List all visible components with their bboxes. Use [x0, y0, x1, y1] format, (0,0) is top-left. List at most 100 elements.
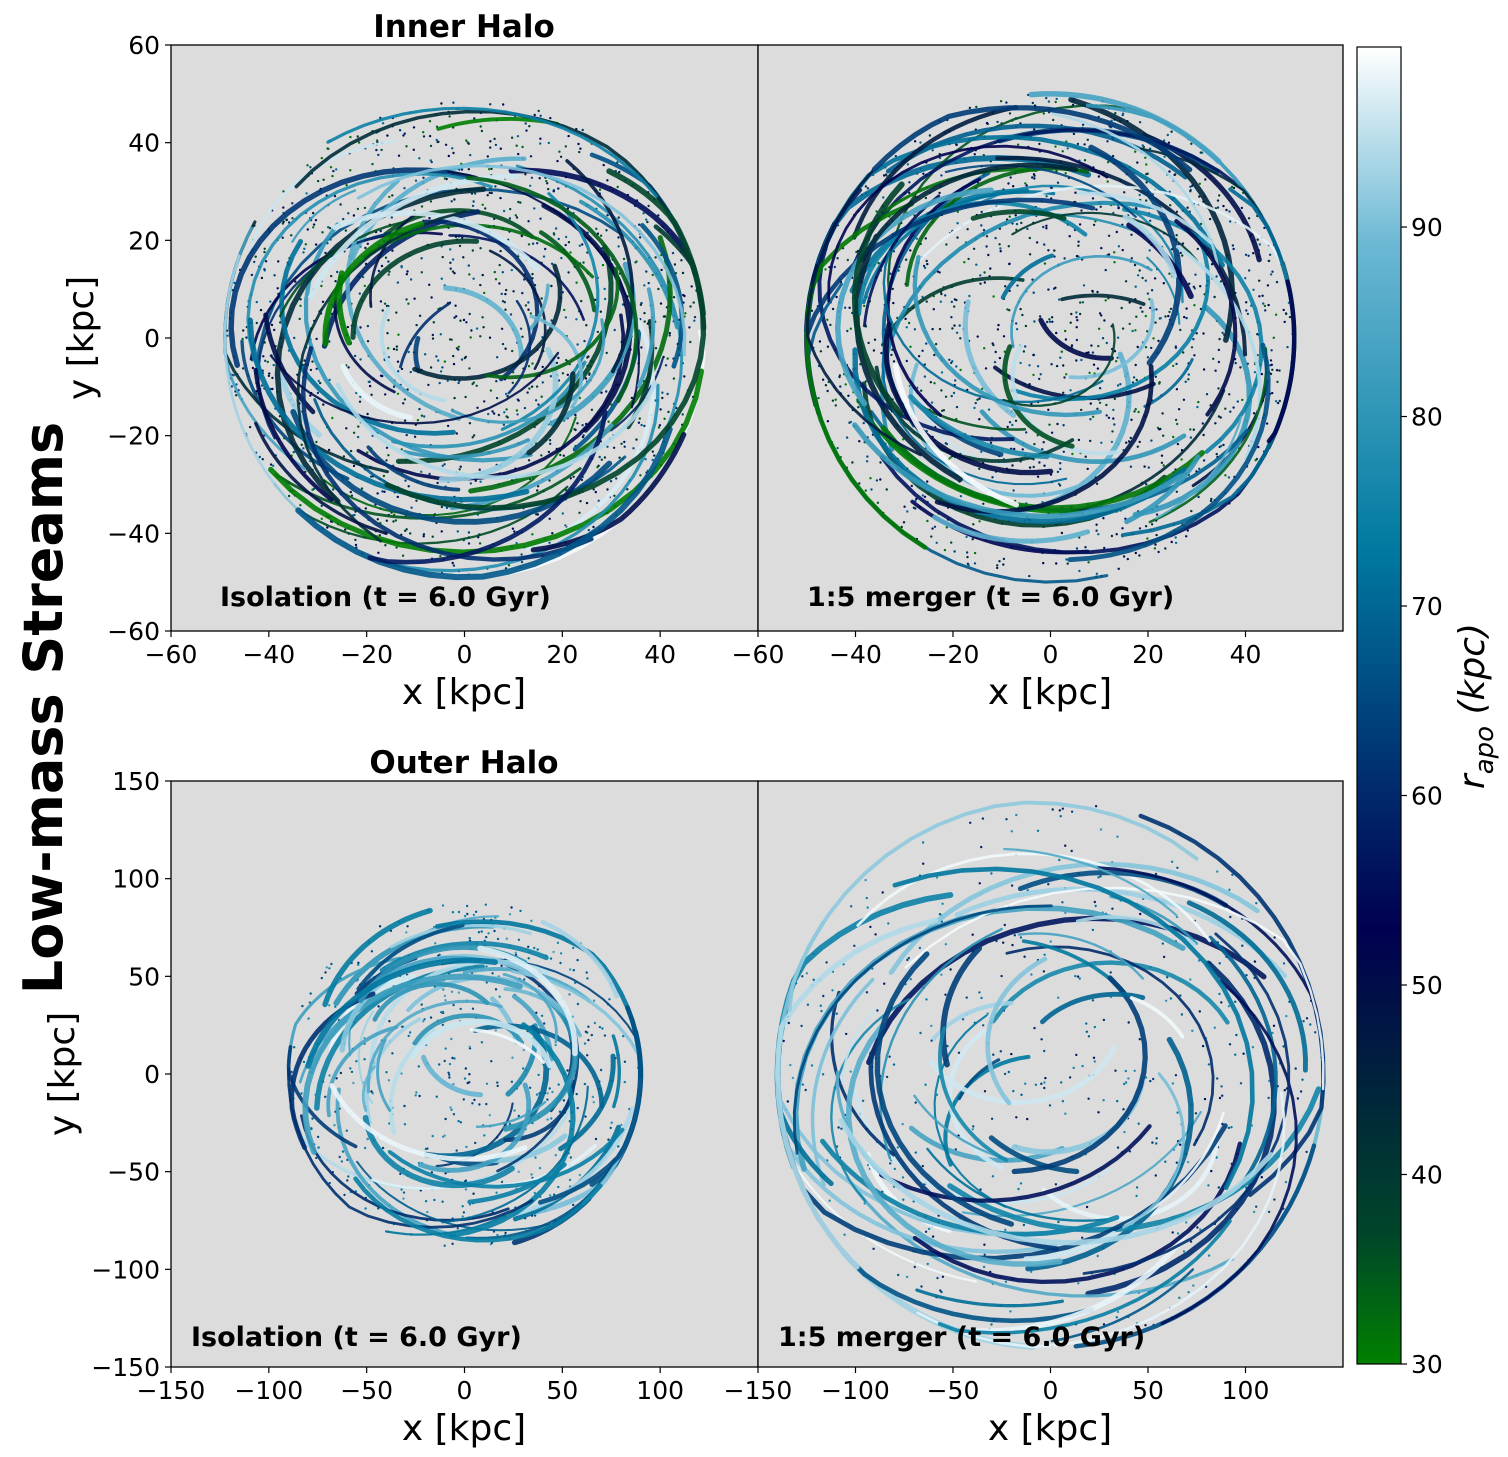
stream-track: [326, 106, 658, 198]
particle: [1296, 1097, 1300, 1100]
particle: [428, 216, 431, 220]
particle: [342, 455, 346, 458]
particle: [1061, 807, 1065, 810]
particle: [605, 390, 608, 393]
particle: [1299, 1090, 1303, 1093]
particle: [887, 922, 890, 925]
particle: [1048, 320, 1052, 323]
particle: [1113, 251, 1116, 254]
particle: [349, 449, 353, 453]
particle: [1081, 123, 1085, 127]
particle: [617, 245, 620, 248]
particle: [643, 320, 646, 323]
particle: [940, 174, 943, 177]
particle: [488, 191, 491, 195]
particle: [1116, 1146, 1120, 1149]
particle: [1192, 428, 1196, 431]
particle: [1185, 316, 1188, 320]
particle: [510, 906, 513, 909]
x-axis-label: x [kpc]: [402, 672, 526, 713]
particle: [302, 251, 305, 254]
particle: [451, 911, 455, 914]
particle: [514, 214, 517, 217]
particle: [543, 1022, 546, 1025]
particle: [1095, 523, 1098, 526]
particle: [396, 360, 400, 363]
particle: [950, 316, 953, 319]
particle: [1131, 381, 1135, 384]
particle: [529, 155, 533, 158]
particle: [907, 956, 910, 960]
particle: [490, 191, 493, 195]
particle: [538, 1166, 542, 1170]
particle: [546, 1118, 549, 1121]
particle: [564, 145, 567, 148]
particle: [1181, 254, 1184, 257]
particle: [966, 228, 969, 231]
particle: [1094, 904, 1097, 908]
particle: [993, 360, 997, 364]
particle: [338, 1155, 341, 1159]
particle: [668, 334, 671, 337]
particle: [385, 459, 388, 462]
particle: [1134, 408, 1137, 411]
particle: [439, 555, 442, 558]
particle: [1176, 866, 1179, 869]
particle: [387, 454, 390, 457]
particle: [873, 338, 877, 341]
particle: [1043, 243, 1046, 246]
particle: [462, 256, 465, 259]
particle: [392, 385, 396, 389]
particle: [253, 260, 256, 264]
particle: [1210, 1169, 1213, 1173]
particle: [1125, 441, 1128, 444]
particle: [1201, 422, 1205, 425]
particle: [990, 1323, 993, 1326]
particle: [1104, 268, 1107, 272]
particle: [1057, 1220, 1060, 1224]
particle: [941, 1275, 945, 1279]
particle: [493, 929, 496, 933]
particle: [501, 342, 505, 346]
particle: [1054, 100, 1057, 104]
particle: [999, 247, 1002, 250]
particle: [306, 164, 309, 167]
particle: [510, 136, 514, 139]
particle: [299, 504, 302, 507]
particle: [380, 148, 383, 152]
particle: [359, 358, 362, 361]
particle: [981, 817, 985, 820]
particle: [248, 425, 252, 429]
particle: [1008, 112, 1012, 115]
particle: [315, 337, 318, 341]
particle: [990, 1117, 994, 1121]
particle: [1049, 940, 1052, 943]
particle: [1222, 443, 1225, 447]
particle: [1217, 360, 1221, 364]
particle: [1077, 244, 1080, 247]
particle: [959, 368, 962, 372]
particle: [1095, 529, 1098, 532]
particle: [533, 207, 536, 210]
x-tick-label: −150: [724, 1376, 793, 1405]
particle: [531, 242, 535, 245]
particle: [867, 341, 870, 345]
particle: [383, 302, 387, 305]
particle: [1201, 1044, 1205, 1048]
particle: [451, 258, 455, 261]
particle: [844, 383, 847, 386]
particle: [659, 302, 663, 305]
particle: [876, 501, 880, 504]
particle: [291, 202, 294, 205]
particle: [1136, 345, 1139, 349]
particle: [1075, 316, 1078, 319]
particle: [233, 281, 236, 285]
particle: [671, 251, 675, 255]
particle: [557, 187, 560, 190]
particle: [475, 384, 478, 387]
particle: [500, 292, 503, 296]
particle: [307, 1017, 310, 1020]
particle: [1276, 380, 1279, 384]
